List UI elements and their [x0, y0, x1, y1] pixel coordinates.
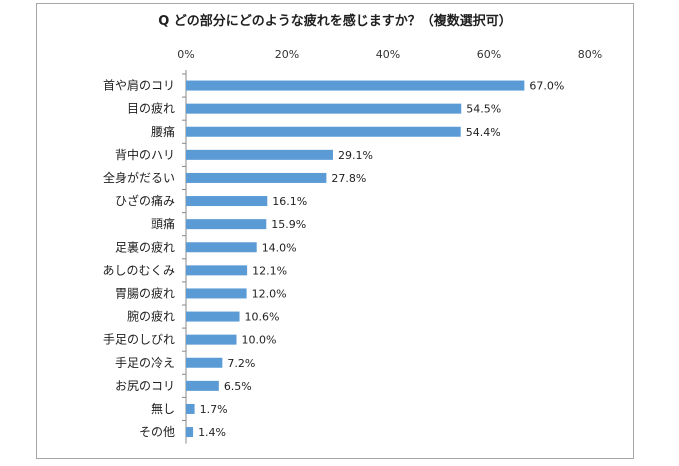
data-label: 12.0% — [252, 287, 287, 300]
bar — [186, 103, 462, 114]
x-tick-label: 80% — [578, 48, 602, 61]
bar — [186, 126, 461, 137]
bar — [186, 242, 257, 253]
data-label: 29.1% — [338, 149, 373, 162]
bar — [186, 403, 195, 414]
x-tick-label: 40% — [376, 48, 400, 61]
bar — [186, 149, 333, 160]
category-label: 手足のしびれ — [103, 333, 175, 347]
data-label: 15.9% — [271, 218, 306, 231]
category-label: 手足の冷え — [115, 356, 175, 370]
data-label: 14.0% — [262, 241, 297, 254]
data-label: 54.5% — [466, 103, 501, 116]
data-label: 6.5% — [224, 380, 252, 393]
data-label: 1.4% — [198, 426, 226, 439]
category-label: 胃腸の疲れ — [115, 285, 175, 300]
data-label: 67.0% — [529, 80, 564, 93]
chart-frame — [36, 3, 634, 459]
category-label: 首や肩のコリ — [103, 78, 175, 93]
data-label: 10.6% — [245, 311, 280, 324]
bar — [186, 357, 223, 368]
category-label: 腰痛 — [151, 124, 175, 139]
category-label: 頭痛 — [151, 216, 175, 231]
x-tick-label: 0% — [177, 48, 194, 61]
bar — [186, 80, 525, 91]
x-tick-label: 20% — [275, 48, 299, 61]
bar — [186, 311, 240, 322]
x-tick-label: 60% — [477, 48, 501, 61]
category-label: その他 — [139, 425, 175, 439]
chart-title: Q どの部分にどのような疲れを感じますか？（複数選択可） — [158, 14, 512, 29]
bar — [186, 265, 248, 276]
category-label: 背中のハリ — [115, 147, 175, 162]
data-label: 1.7% — [200, 403, 228, 416]
data-label: 10.0% — [242, 334, 277, 347]
category-label: あしのむくみ — [103, 263, 175, 277]
data-label: 7.2% — [227, 357, 255, 370]
category-label: 目の疲れ — [127, 101, 175, 116]
category-label: 腕の疲れ — [127, 309, 175, 324]
category-label: 全身がだるい — [103, 170, 175, 185]
bar — [186, 334, 237, 345]
bar — [186, 380, 219, 391]
category-label: 無し — [151, 401, 175, 416]
category-label: お尻のコリ — [115, 379, 175, 393]
bar — [186, 219, 267, 230]
bar — [186, 196, 268, 207]
data-label: 12.1% — [252, 264, 287, 277]
data-label: 54.4% — [466, 126, 501, 139]
category-label: 足裏の疲れ — [115, 239, 175, 254]
bar — [186, 427, 194, 438]
data-label: 27.8% — [331, 172, 366, 185]
bar — [186, 288, 247, 299]
bar — [186, 172, 327, 183]
data-label: 16.1% — [272, 195, 307, 208]
category-label: ひざの痛み — [115, 193, 175, 208]
